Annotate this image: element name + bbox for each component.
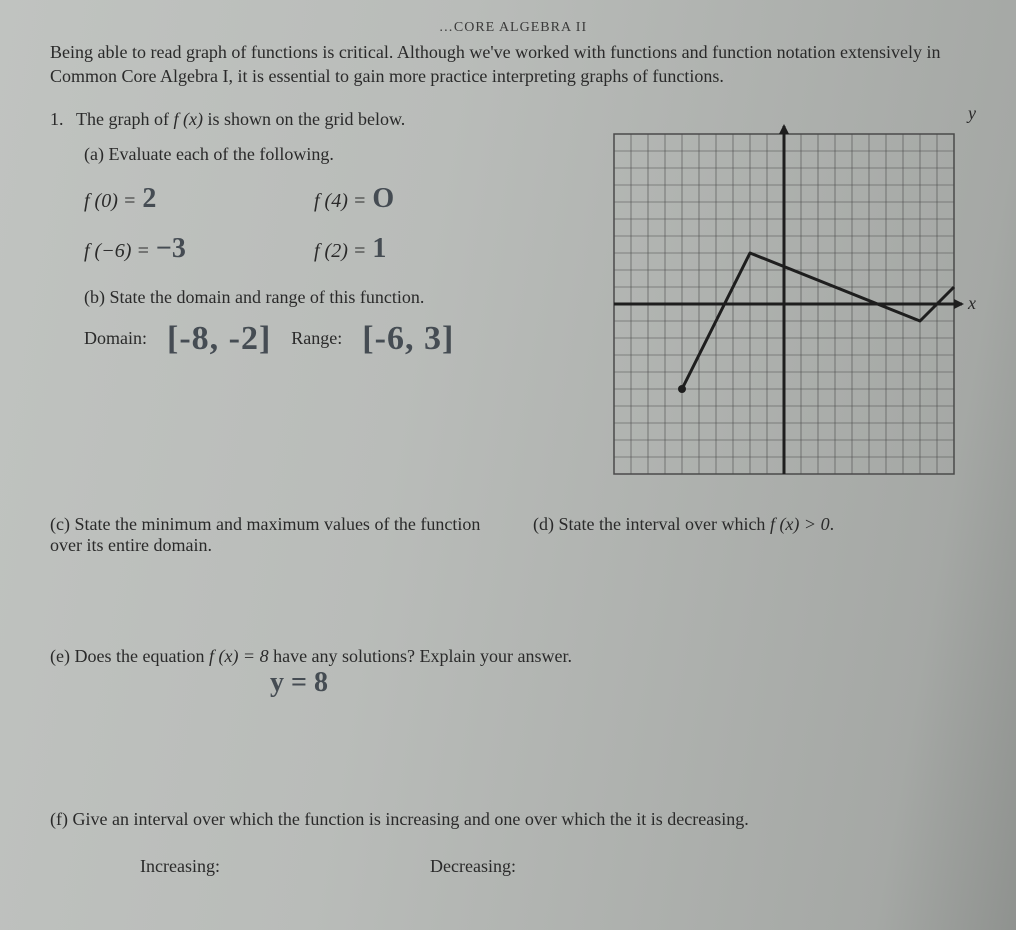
increasing-label: Increasing: xyxy=(50,856,430,877)
eval-row-1: f (0) = 2 f (4) = O xyxy=(84,183,596,215)
range-answer: [-6, 3] xyxy=(362,320,454,358)
part-b-label: (b) xyxy=(84,287,105,307)
part-d: (d) State the interval over which f (x) … xyxy=(533,514,976,556)
eval-row-2: f (−6) = −3 f (2) = 1 xyxy=(84,233,596,265)
worksheet-page: …CORE ALGEBRA II Being able to read grap… xyxy=(0,0,1016,930)
eval-f0: f (0) = 2 xyxy=(84,183,314,215)
part-a-text: Evaluate each of the following. xyxy=(108,144,333,164)
question-stem: 1. The graph of f (x) is shown on the gr… xyxy=(50,109,596,130)
eval-f4: f (4) = O xyxy=(314,183,544,215)
part-f-text: Give an interval over which the function… xyxy=(72,809,748,829)
domain-label: Domain: xyxy=(84,328,147,349)
question-number: 1. xyxy=(50,109,76,130)
domain-answer: [-8, -2] xyxy=(167,320,271,358)
answer-fneg6: −3 xyxy=(156,233,186,265)
part-d-label: (d) xyxy=(533,514,554,534)
function-graph xyxy=(604,124,964,484)
question-stem-text: The graph of f (x) is shown on the grid … xyxy=(76,109,405,130)
decreasing-label: Decreasing: xyxy=(430,856,516,877)
inc-dec-row: Increasing: Decreasing: xyxy=(50,856,976,877)
range-label: Range: xyxy=(291,328,342,349)
answer-f0: 2 xyxy=(142,183,156,215)
course-tag: …CORE ALGEBRA II xyxy=(50,20,976,36)
part-e-label: (e) xyxy=(50,646,70,666)
part-c-label: (c) xyxy=(50,514,70,534)
eval-fneg6: f (−6) = −3 xyxy=(84,233,314,265)
part-a: (a) Evaluate each of the following. f (0… xyxy=(84,144,596,265)
part-a-label: (a) xyxy=(84,144,104,164)
question-1: 1. The graph of f (x) is shown on the gr… xyxy=(50,103,976,484)
eval-f2: f (2) = 1 xyxy=(314,233,544,265)
domain-range-row: Domain: [-8, -2] Range: [-6, 3] xyxy=(84,320,596,358)
part-b: (b) State the domain and range of this f… xyxy=(84,287,596,358)
y-axis-label: y xyxy=(968,103,976,124)
part-f: (f) Give an interval over which the func… xyxy=(50,809,976,877)
answer-f4: O xyxy=(372,183,394,215)
graph-column: y x xyxy=(596,103,976,484)
part-c: (c) State the minimum and maximum values… xyxy=(50,514,493,556)
answer-f2: 1 xyxy=(372,233,386,265)
part-c-text: State the minimum and maximum values of … xyxy=(50,514,480,555)
part-b-text: State the domain and range of this funct… xyxy=(110,287,425,307)
question-left-column: 1. The graph of f (x) is shown on the gr… xyxy=(50,103,596,484)
x-axis-label: x xyxy=(968,293,976,314)
part-e-handwritten: y = 8 xyxy=(270,667,976,699)
part-f-label: (f) xyxy=(50,809,68,829)
intro-text: Being able to read graph of functions is… xyxy=(50,40,976,89)
parts-c-d: (c) State the minimum and maximum values… xyxy=(50,514,976,556)
part-e: (e) Does the equation f (x) = 8 have any… xyxy=(50,646,976,699)
